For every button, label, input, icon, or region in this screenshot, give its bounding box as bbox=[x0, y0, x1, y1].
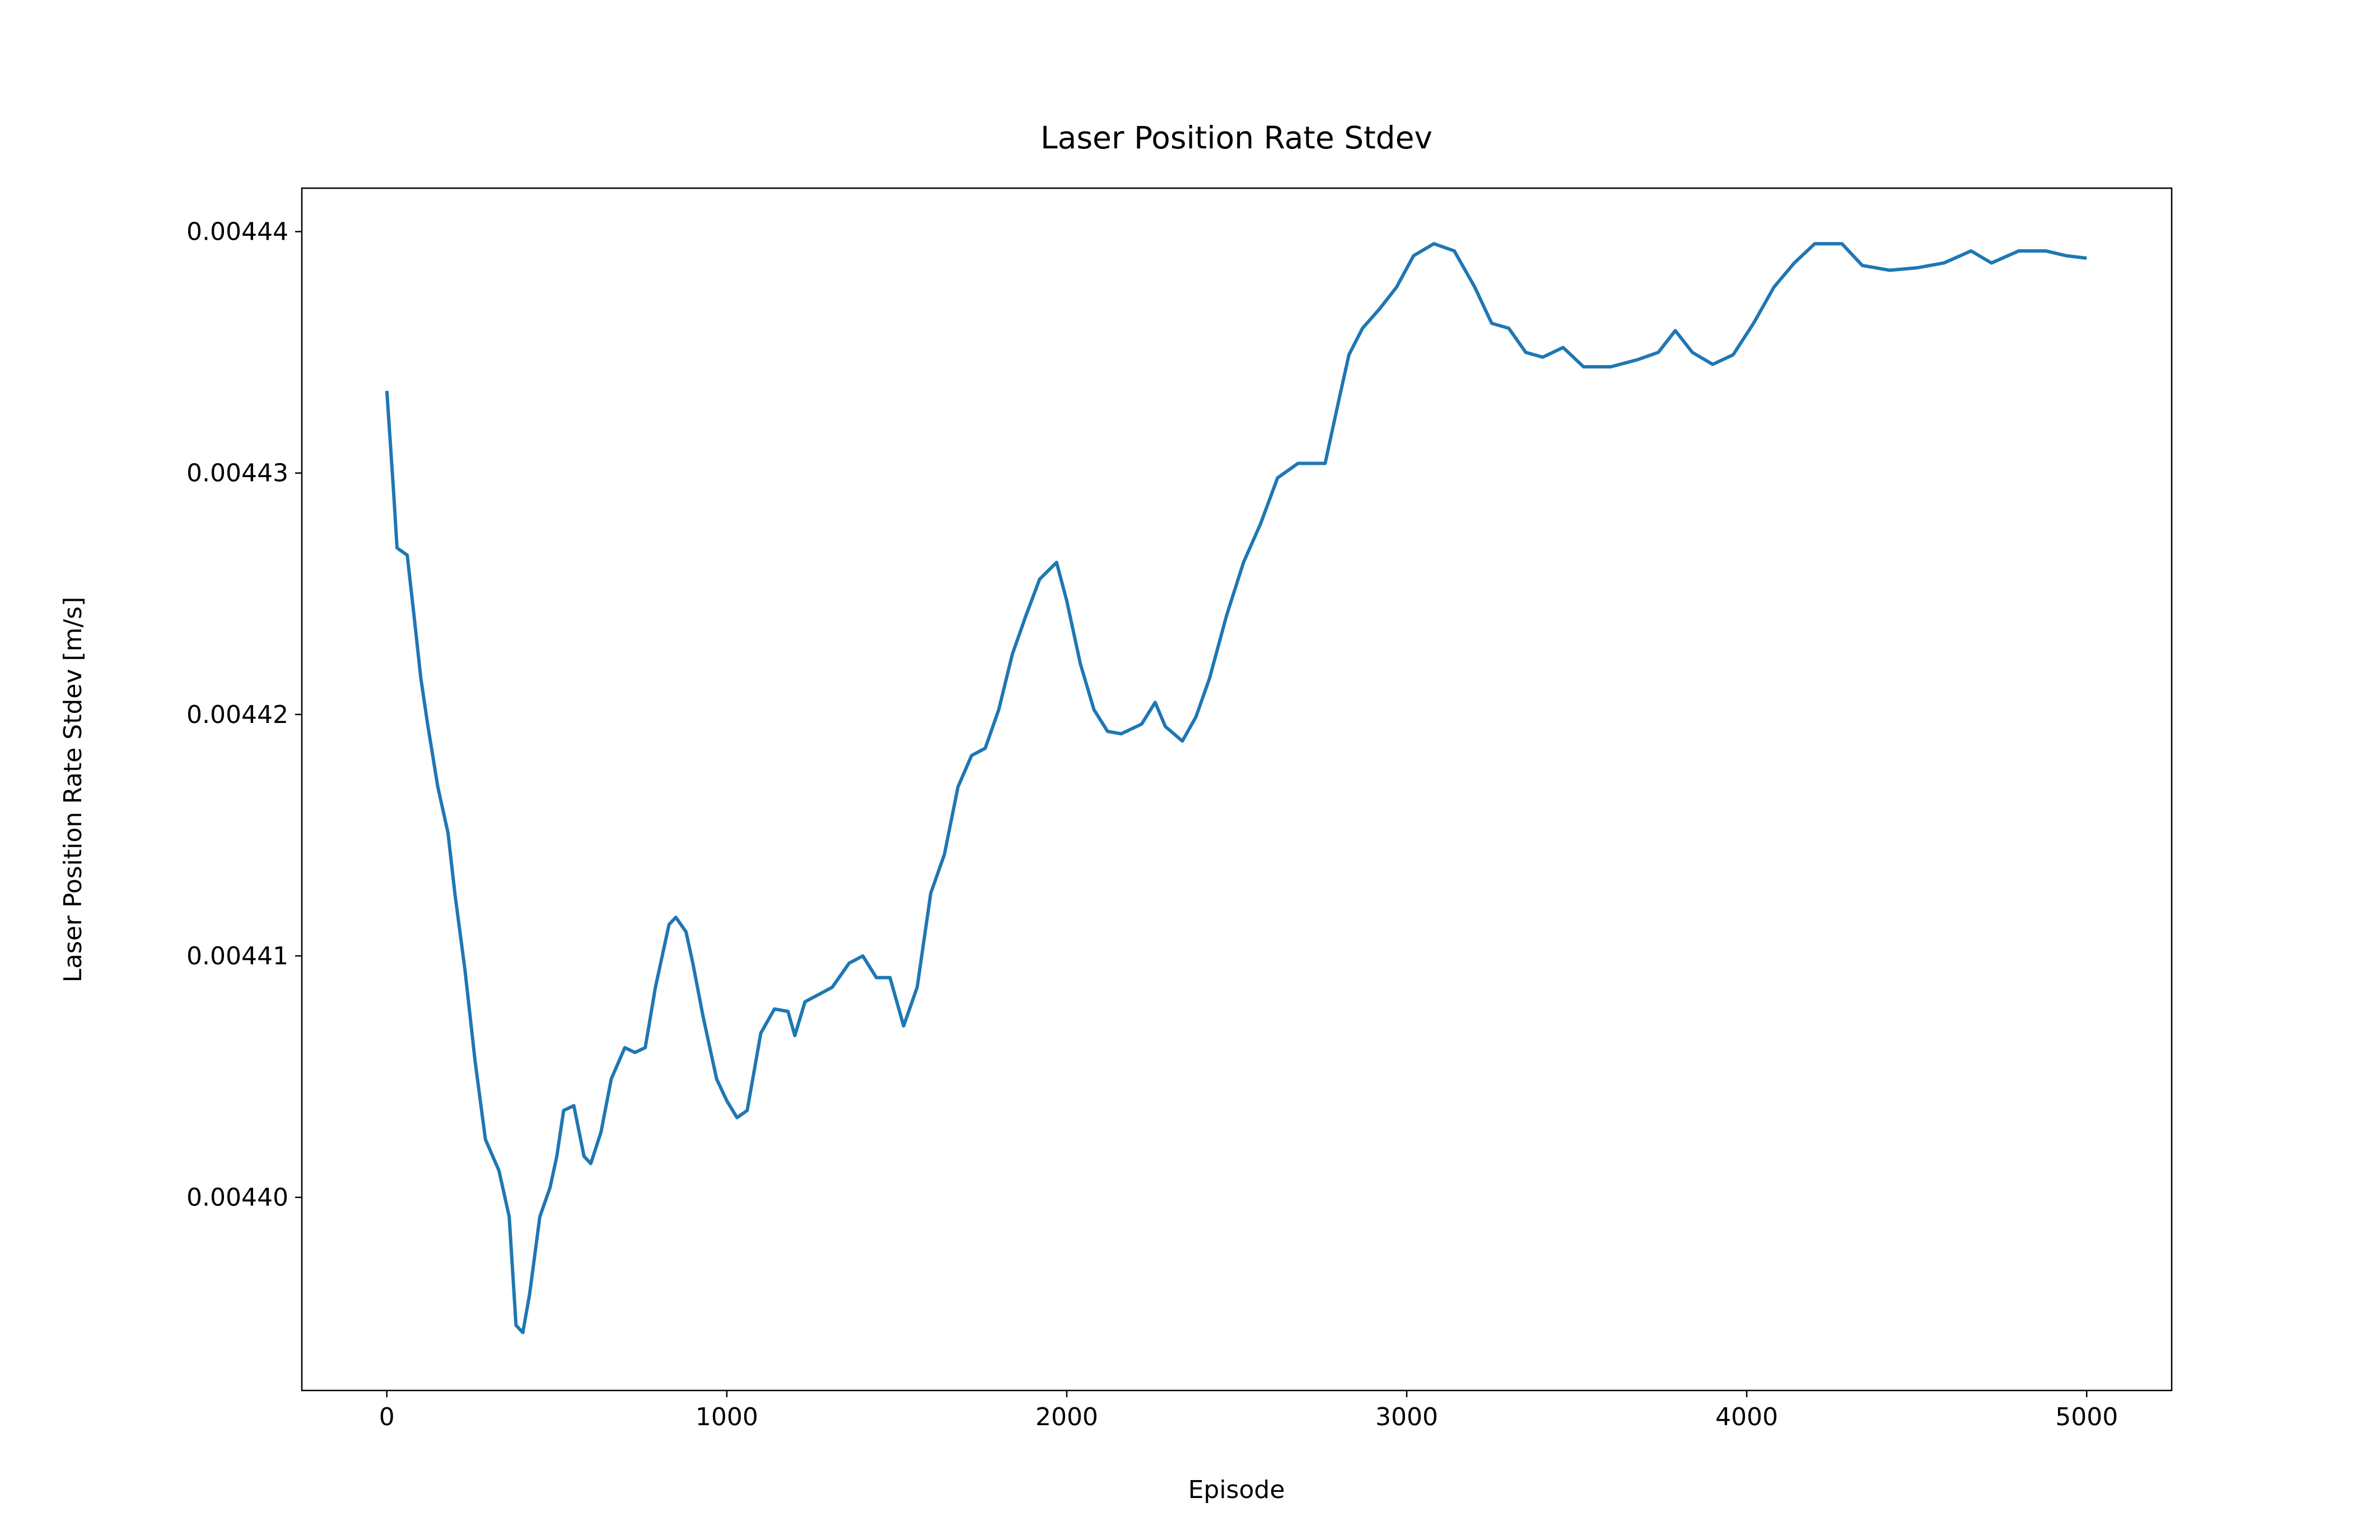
y-tick-label: 0.00444 bbox=[186, 218, 288, 246]
x-tick-label: 5000 bbox=[2055, 1403, 2118, 1431]
x-tick-label: 2000 bbox=[1035, 1403, 1098, 1431]
y-axis-label: Laser Position Rate Stdev [m/s] bbox=[59, 597, 87, 983]
plot-frame bbox=[301, 187, 2173, 1392]
chart-title: Laser Position Rate Stdev bbox=[1040, 120, 1432, 156]
y-tick-label: 0.00441 bbox=[186, 942, 288, 970]
data-line bbox=[385, 242, 2087, 1334]
y-tick-label: 0.00443 bbox=[186, 459, 288, 488]
x-tick-label: 3000 bbox=[1375, 1403, 1438, 1431]
x-tick-label: 0 bbox=[379, 1403, 395, 1431]
y-tick-label: 0.00440 bbox=[186, 1183, 288, 1212]
x-tick-label: 4000 bbox=[1715, 1403, 1778, 1431]
y-tick-label: 0.00442 bbox=[186, 701, 288, 729]
x-tick-label: 1000 bbox=[696, 1403, 758, 1431]
x-axis-label: Episode bbox=[1188, 1476, 1285, 1504]
